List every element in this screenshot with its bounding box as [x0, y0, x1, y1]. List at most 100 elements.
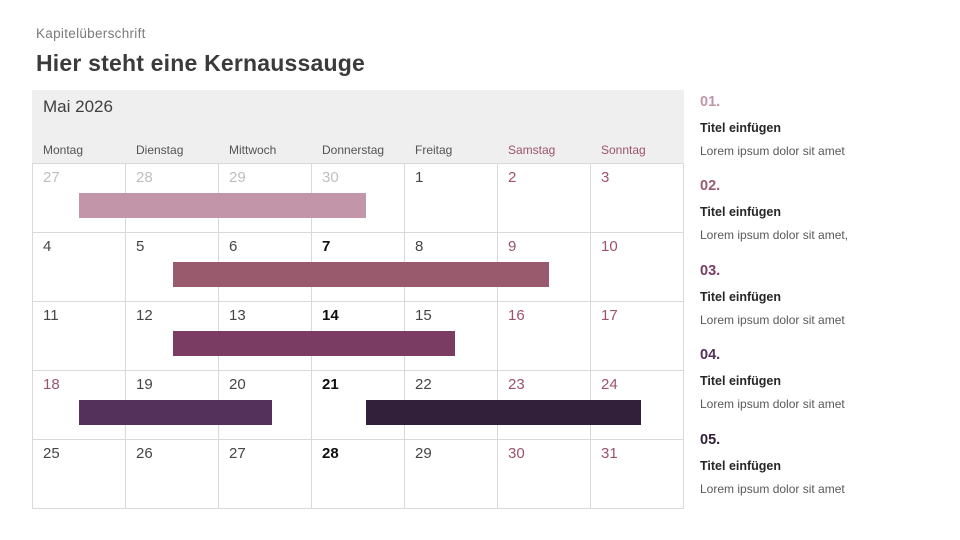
- day-number: 24: [601, 376, 618, 393]
- day-number: 5: [136, 238, 145, 255]
- legend-item: 05. Titel einfügen Lorem ipsum dolor sit a…: [700, 431, 950, 517]
- day-number: 30: [508, 445, 525, 462]
- day-number: 11: [43, 307, 59, 324]
- legend-text: Lorem ipsum dolor sit amet: [700, 481, 845, 496]
- day-number: 7: [322, 238, 331, 255]
- calendar-day-cell: 5: [126, 233, 219, 302]
- day-number: 15: [415, 307, 432, 324]
- calendar-day-cell: 14: [312, 302, 405, 371]
- day-number: 16: [508, 307, 525, 324]
- calendar-day-cell: 11: [33, 302, 126, 371]
- calendar-day-cell: 31: [591, 440, 684, 509]
- legend-item: 01. Titel einfügen Lorem ipsum dolor sit a…: [700, 95, 950, 179]
- calendar-week-row: 11 12 13 14 15 16 17: [33, 302, 684, 371]
- legend-title: Titel einfügen: [700, 289, 782, 304]
- legend-number: 05.: [700, 431, 721, 448]
- legend-number: 04.: [700, 347, 721, 364]
- calendar-week-row: 18 19 20 21 22 23 24: [33, 371, 684, 440]
- day-number: 27: [43, 169, 60, 186]
- calendar-day-cell: 6: [219, 233, 312, 302]
- calendar-day-cell: 7: [312, 233, 405, 302]
- weekday-header-row: Montag Dienstag Mittwoch Donnerstag Freitag S…: [33, 143, 684, 157]
- day-number: 31: [601, 445, 618, 462]
- weekday-header: Mittwoch: [229, 143, 277, 157]
- legend-text: Lorem ipsum dolor sit amet: [700, 312, 845, 327]
- legend-list: 01. Titel einfügen Lorem ipsum dolor sit a…: [700, 95, 950, 517]
- legend-title: Titel einfügen: [700, 374, 782, 389]
- calendar-day-cell: 27: [219, 440, 312, 509]
- calendar-day-cell: 4: [33, 233, 126, 302]
- day-number: 18: [43, 376, 60, 393]
- calendar-day-cell: 26: [126, 440, 219, 509]
- legend-title: Titel einfügen: [700, 205, 782, 220]
- day-number: 17: [601, 307, 618, 324]
- calendar-day-cell: 9: [498, 233, 591, 302]
- day-number: 1: [415, 169, 424, 186]
- weekday-header: Montag: [43, 143, 84, 157]
- calendar-day-cell: 29: [405, 440, 498, 509]
- legend-text: Lorem ipsum dolor sit amet: [700, 144, 845, 158]
- day-number: 6: [229, 238, 238, 255]
- calendar-day-cell: 30: [498, 440, 591, 509]
- calendar-day-cell: 13: [219, 302, 312, 371]
- legend-number: 02.: [700, 178, 721, 195]
- calendar-day-cell: 25: [33, 440, 126, 509]
- calendar-day-cell: 12: [126, 302, 219, 371]
- weekday-header: Sonntag: [601, 143, 646, 157]
- calendar-week-row: 25 26 27 28 29 30 31: [33, 440, 684, 509]
- legend-title: Titel einfügen: [700, 121, 782, 135]
- day-number: 26: [136, 445, 153, 462]
- day-number: 8: [415, 238, 424, 255]
- day-number: 27: [229, 445, 246, 462]
- calendar-day-cell: 18: [33, 371, 126, 440]
- day-number: 14: [322, 307, 339, 324]
- day-number: 10: [601, 238, 618, 255]
- legend-text: Lorem ipsum dolor sit amet: [700, 397, 845, 412]
- calendar-day-cell: 16: [498, 302, 591, 371]
- calendar-header: Mai 2026 Montag Dienstag Mittwoch Donnersta…: [32, 90, 684, 163]
- calendar-day-cell: 30: [312, 164, 405, 233]
- calendar-day-cell: 1: [405, 164, 498, 233]
- legend-title: Titel einfügen: [700, 458, 782, 473]
- calendar-day-cell: 2: [498, 164, 591, 233]
- legend-item: 04. Titel einfügen Lorem ipsum dolor sit a…: [700, 348, 950, 432]
- calendar-day-cell: 20: [219, 371, 312, 440]
- calendar-day-cell: 21: [312, 371, 405, 440]
- page-title: Hier steht eine Kernaussauge: [36, 50, 365, 76]
- day-number: 29: [229, 169, 246, 186]
- legend-item: 02. Titel einfügen Lorem ipsum dolor sit a…: [700, 179, 950, 263]
- chapter-heading: Kapitelüberschrift: [36, 26, 146, 41]
- calendar-day-cell: 29: [219, 164, 312, 233]
- calendar-day-cell: 17: [591, 302, 684, 371]
- calendar-grid: 27 28 29 30 1 2 3 4 5 6 7 8 9 10 11 12 13 14 15 16 17 18 19 20 2…: [32, 163, 684, 509]
- day-number: 19: [136, 376, 153, 393]
- day-number: 25: [43, 445, 60, 462]
- calendar-day-cell: 10: [591, 233, 684, 302]
- weekday-header: Dienstag: [136, 143, 184, 157]
- day-number: 20: [229, 376, 246, 393]
- legend-text: Lorem ipsum dolor sit amet,: [700, 228, 849, 243]
- day-number: 29: [415, 445, 432, 462]
- month-label: Mai 2026: [43, 97, 113, 116]
- legend-number: 01.: [700, 94, 721, 110]
- weekday-header: Freitag: [415, 143, 453, 157]
- legend-item: 03. Titel einfügen Lorem ipsum dolor sit a…: [700, 262, 950, 348]
- day-number: 30: [322, 169, 339, 186]
- calendar-day-cell: 27: [33, 164, 126, 233]
- legend-number: 03.: [700, 262, 721, 279]
- day-number: 28: [322, 445, 339, 462]
- day-number: 28: [136, 169, 153, 186]
- calendar-week-row: 27 28 29 30 1 2 3: [33, 164, 684, 233]
- day-number: 21: [322, 376, 339, 393]
- day-number: 22: [415, 376, 432, 393]
- day-number: 2: [508, 169, 517, 186]
- calendar-day-cell: 24: [591, 371, 684, 440]
- calendar-day-cell: 15: [405, 302, 498, 371]
- day-number: 12: [136, 307, 153, 324]
- day-number: 9: [508, 238, 517, 255]
- calendar-day-cell: 28: [126, 164, 219, 233]
- calendar: Mai 2026 Montag Dienstag Mittwoch Donnersta…: [32, 90, 684, 509]
- day-number: 4: [43, 238, 52, 255]
- calendar-week-row: 4 5 6 7 8 9 10: [33, 233, 684, 302]
